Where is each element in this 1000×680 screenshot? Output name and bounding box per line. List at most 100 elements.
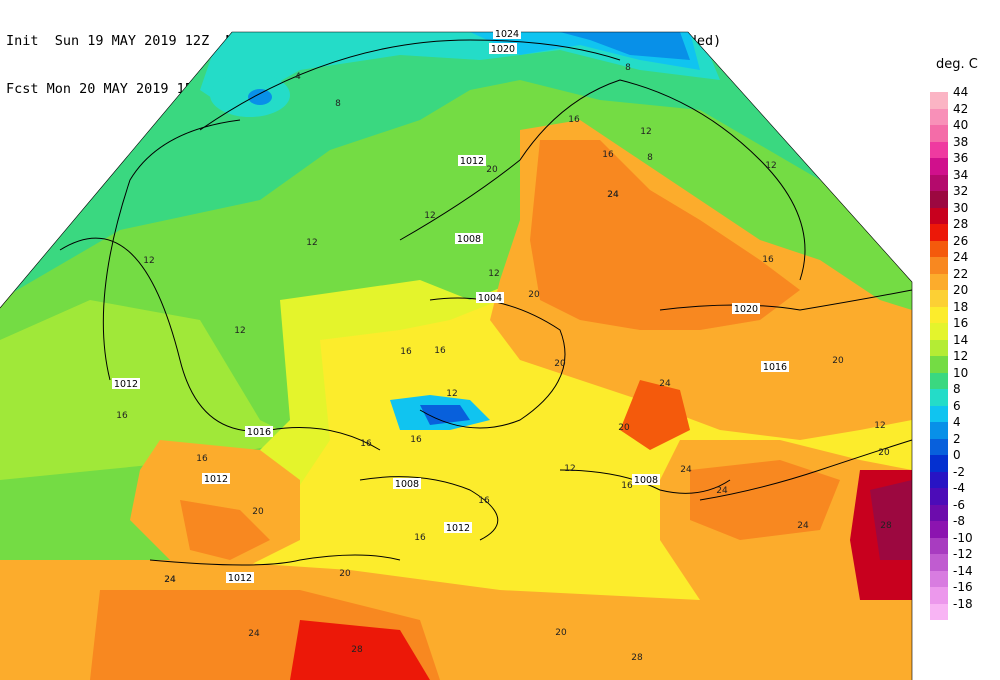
legend-label: 8 bbox=[953, 382, 961, 396]
svg-text:1020: 1020 bbox=[734, 304, 758, 315]
svg-text:1004: 1004 bbox=[478, 293, 502, 304]
svg-text:24: 24 bbox=[607, 190, 619, 200]
temperature-labels: 4 8 8 12 12 12 16 16 12 12 16 16 20 20 2… bbox=[116, 63, 892, 663]
pressure-label: 1012 bbox=[458, 155, 486, 167]
legend-entry: 10 bbox=[930, 366, 1000, 389]
legend-label: -8 bbox=[953, 514, 965, 528]
map-boundary bbox=[0, 31, 913, 680]
svg-text:8: 8 bbox=[625, 63, 631, 73]
legend-label: 36 bbox=[953, 151, 969, 165]
svg-text:20: 20 bbox=[618, 423, 630, 433]
pressure-label: 1012 bbox=[112, 378, 140, 390]
svg-text:24: 24 bbox=[164, 575, 176, 585]
legend-entry: 22 bbox=[930, 267, 1000, 290]
legend-entry: 38 bbox=[930, 135, 1000, 158]
legend-label: -18 bbox=[953, 596, 973, 611]
legend-swatch bbox=[930, 422, 948, 439]
svg-text:16: 16 bbox=[762, 255, 774, 265]
legend-label: 2 bbox=[953, 431, 961, 446]
legend-swatch bbox=[930, 290, 948, 307]
legend-swatch bbox=[930, 455, 948, 472]
legend-label: 10 bbox=[953, 365, 969, 380]
legend-label: 42 bbox=[953, 101, 969, 116]
legend-label: 28 bbox=[953, 217, 969, 231]
legend-label: 12 bbox=[953, 349, 969, 363]
legend-label: -6 bbox=[953, 497, 965, 512]
legend-entry: -14 bbox=[930, 564, 1000, 587]
svg-text:20: 20 bbox=[528, 290, 540, 300]
pressure-label: 1020 bbox=[489, 43, 517, 55]
legend-swatch bbox=[930, 306, 948, 323]
legend-entry: 20 bbox=[930, 283, 1000, 307]
pressure-label: 1004 bbox=[476, 292, 504, 304]
svg-text:16: 16 bbox=[410, 435, 422, 445]
legend-entry: -10 bbox=[930, 531, 1000, 554]
legend-label: 14 bbox=[953, 332, 969, 347]
legend-entry: 24 bbox=[930, 250, 1000, 274]
legend-label: 4 bbox=[953, 415, 961, 429]
legend-label: 40 bbox=[953, 118, 969, 132]
svg-text:28: 28 bbox=[880, 521, 892, 531]
svg-text:12: 12 bbox=[765, 161, 776, 171]
legend-swatch bbox=[930, 257, 948, 274]
legend-swatch bbox=[930, 92, 948, 109]
svg-text:12: 12 bbox=[874, 421, 885, 431]
svg-text:24: 24 bbox=[248, 629, 260, 639]
legend-entry: 28 bbox=[930, 217, 1000, 241]
legend-entry: 26 bbox=[930, 234, 1000, 257]
svg-text:1012: 1012 bbox=[460, 156, 484, 167]
legend-swatch bbox=[930, 471, 948, 488]
legend-entry: 14 bbox=[930, 333, 1000, 356]
legend-swatch bbox=[930, 504, 948, 521]
legend-swatch bbox=[930, 389, 948, 406]
svg-text:20: 20 bbox=[832, 356, 844, 366]
legend-swatch bbox=[930, 356, 948, 373]
legend-label: -12 bbox=[953, 547, 973, 561]
legend-label: -16 bbox=[953, 580, 973, 594]
legend-swatch bbox=[930, 603, 948, 620]
legend-entry: 2 bbox=[930, 432, 1000, 455]
svg-text:28: 28 bbox=[351, 645, 363, 655]
legend-swatch bbox=[930, 207, 948, 224]
pressure-label: 1012 bbox=[226, 572, 254, 584]
legend-entry: 32 bbox=[930, 184, 1000, 208]
svg-text:12: 12 bbox=[143, 256, 154, 266]
svg-text:12: 12 bbox=[640, 127, 651, 137]
legend-swatch bbox=[930, 488, 948, 505]
pressure-label: 1008 bbox=[632, 474, 660, 486]
pressure-label: 1024 bbox=[493, 28, 521, 40]
legend-label: 20 bbox=[953, 283, 969, 297]
legend-entry: 18 bbox=[930, 300, 1000, 323]
svg-text:1016: 1016 bbox=[763, 362, 787, 373]
svg-text:16: 16 bbox=[621, 481, 633, 491]
legend-label: -2 bbox=[953, 464, 965, 479]
svg-text:24: 24 bbox=[659, 379, 671, 389]
legend-label: 24 bbox=[953, 250, 969, 264]
svg-text:20: 20 bbox=[339, 569, 351, 579]
svg-text:12: 12 bbox=[306, 238, 317, 248]
svg-text:1012: 1012 bbox=[204, 474, 228, 485]
legend-swatch bbox=[930, 323, 948, 340]
pressure-label: 1008 bbox=[393, 478, 421, 490]
legend-swatch bbox=[930, 554, 948, 571]
legend-entry: 0 bbox=[930, 448, 1000, 472]
legend-entry: 44 bbox=[930, 85, 1000, 109]
legend-swatch bbox=[930, 405, 948, 422]
legend-entry: 42 bbox=[930, 102, 1000, 125]
svg-text:24: 24 bbox=[607, 190, 619, 200]
legend-entry: 4 bbox=[930, 415, 1000, 439]
pressure-label: 1012 bbox=[444, 522, 472, 534]
legend-entry: 16 bbox=[930, 316, 1000, 340]
svg-text:8: 8 bbox=[335, 99, 341, 109]
legend-swatch bbox=[930, 587, 948, 604]
svg-text:20: 20 bbox=[555, 628, 567, 638]
legend-entry: 6 bbox=[930, 399, 1000, 422]
legend-swatch bbox=[930, 224, 948, 241]
svg-text:1024: 1024 bbox=[495, 29, 519, 40]
pressure-label: 1016 bbox=[761, 361, 789, 373]
legend-swatch bbox=[930, 273, 948, 290]
svg-text:12: 12 bbox=[446, 389, 457, 399]
legend-swatch bbox=[930, 174, 948, 191]
svg-text:24: 24 bbox=[797, 521, 809, 531]
